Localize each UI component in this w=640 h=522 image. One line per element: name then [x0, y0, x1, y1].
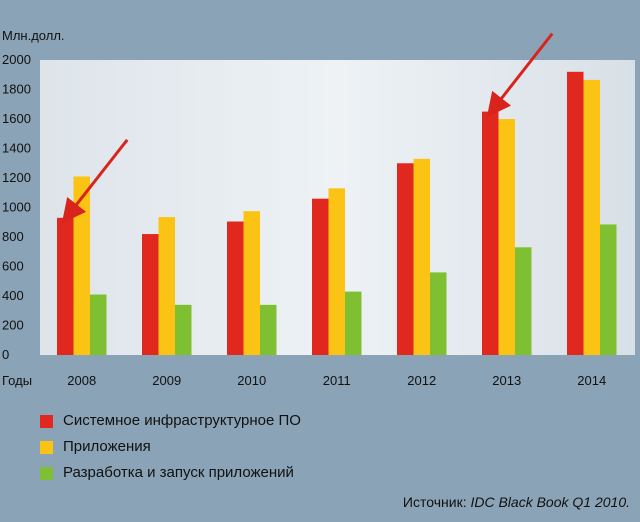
- annotation-arrow: [61, 138, 129, 224]
- legend-label: Приложения: [63, 438, 151, 455]
- y-tick-label: 200: [2, 318, 24, 333]
- y-tick-label: 1200: [2, 170, 31, 185]
- x-tick-label: 2014: [577, 373, 606, 388]
- bar-2012-series-1: [413, 158, 430, 355]
- source-prefix: Источник:: [402, 494, 471, 510]
- bar-2009-series-1: [158, 217, 175, 355]
- y-tick-label: 2000: [2, 52, 31, 67]
- bar-2010-series-1: [243, 211, 260, 355]
- x-axis-label: Годы: [2, 373, 32, 388]
- legend-item-system: Системное инфраструктурное ПО: [40, 408, 301, 434]
- x-tick-label: 2008: [67, 373, 96, 388]
- bar-2012-series-2: [430, 272, 447, 355]
- x-tick-label: 2009: [152, 373, 181, 388]
- y-tick-label: 600: [2, 259, 24, 274]
- bar-2013-series-2: [515, 247, 532, 355]
- bar-2009-series-2: [175, 304, 192, 355]
- bar-2012-series-0: [397, 163, 414, 355]
- y-tick-label: 1600: [2, 111, 31, 126]
- bar-2008-series-0: [57, 217, 74, 355]
- bar-chart: Млн.долл. Годы 0 200 400 600 800 1000 1200 1400…: [2, 28, 635, 388]
- y-tick-label: 1400: [2, 141, 31, 156]
- bar-2014-series-2: [600, 224, 617, 355]
- legend: Системное инфраструктурное ПО Приложения…: [40, 408, 301, 486]
- bar-2008-series-2: [90, 294, 107, 355]
- source-text: IDC Black Book Q1 2010.: [470, 494, 630, 510]
- bar-2011-series-1: [328, 188, 345, 355]
- source-note: Источник: IDC Black Book Q1 2010.: [403, 494, 630, 510]
- y-tick-label: 1000: [2, 200, 31, 215]
- legend-swatch-development: [40, 466, 53, 480]
- x-tick-label: 2013: [492, 373, 521, 388]
- bar-2011-series-2: [345, 291, 362, 355]
- legend-label: Разработка и запуск приложений: [63, 464, 294, 481]
- annotation-arrow: [486, 32, 554, 118]
- legend-label: Системное инфраструктурное ПО: [63, 412, 301, 429]
- legend-swatch-applications: [40, 440, 53, 454]
- bar-2010-series-2: [260, 304, 277, 355]
- y-tick-label: 1800: [2, 82, 31, 97]
- y-tick-label: 0: [2, 347, 9, 362]
- bar-2011-series-0: [312, 198, 329, 355]
- bar-2014-series-0: [567, 71, 584, 356]
- bar-2013-series-0: [482, 111, 499, 355]
- bar-2009-series-0: [142, 234, 159, 355]
- x-tick-label: 2010: [237, 373, 266, 388]
- x-tick-label: 2011: [323, 373, 351, 388]
- legend-item-applications: Приложения: [40, 434, 301, 460]
- y-tick-label: 400: [2, 288, 24, 303]
- legend-swatch-system: [40, 414, 53, 428]
- bar-2014-series-1: [583, 79, 600, 355]
- y-axis-unit-label: Млн.долл.: [2, 28, 65, 43]
- legend-item-development: Разработка и запуск приложений: [40, 460, 301, 486]
- bar-2013-series-1: [498, 119, 515, 355]
- x-tick-label: 2012: [407, 373, 436, 388]
- y-tick-label: 800: [2, 229, 24, 244]
- bar-2010-series-0: [227, 221, 244, 355]
